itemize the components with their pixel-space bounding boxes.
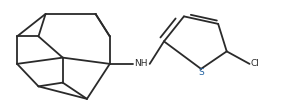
Text: S: S bbox=[198, 68, 204, 77]
Text: Cl: Cl bbox=[251, 59, 260, 68]
Text: NH: NH bbox=[134, 59, 147, 68]
